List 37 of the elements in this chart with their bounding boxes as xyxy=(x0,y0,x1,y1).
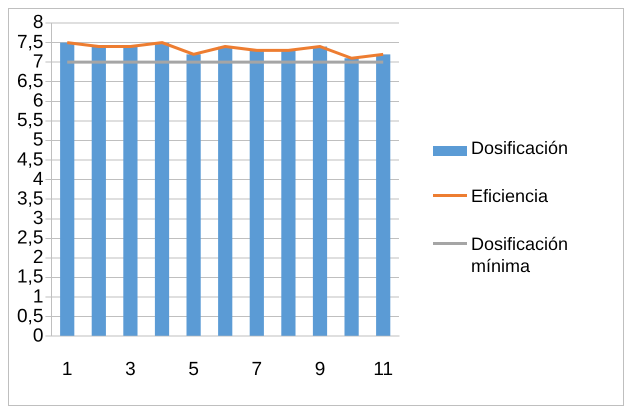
x-tick-label: 7 xyxy=(252,358,262,380)
bar xyxy=(186,54,201,336)
y-tick-label: 5 xyxy=(32,130,44,151)
legend-label: Dosificación mínima xyxy=(471,233,570,277)
bar xyxy=(344,58,359,336)
y-tick-label: 2,5 xyxy=(16,228,44,249)
bar xyxy=(376,54,390,336)
x-tick-label: 9 xyxy=(314,358,326,380)
y-tick-label: 6,5 xyxy=(16,70,44,92)
y-tick-label: 4 xyxy=(32,168,44,190)
x-tick-label: 5 xyxy=(188,358,199,380)
y-tick-label: 5,5 xyxy=(16,110,44,132)
bar xyxy=(123,46,138,336)
y-tick-label: 6 xyxy=(32,90,44,112)
y-tick-label: 7,5 xyxy=(16,32,44,53)
y-tick-label: 0 xyxy=(32,325,44,346)
y-tick-label: 2 xyxy=(32,247,44,268)
y-tick-label: 1 xyxy=(32,286,44,308)
legend-label: Eficiencia xyxy=(471,185,548,207)
y-tick-label: 4,5 xyxy=(16,149,44,170)
y-tick-label: 7 xyxy=(32,51,44,72)
y-tick-label: 1,5 xyxy=(16,266,44,288)
legend-label: Dosificación xyxy=(471,137,568,159)
x-tick-label: 3 xyxy=(125,358,136,380)
bar xyxy=(92,46,106,336)
y-tick-label: 8 xyxy=(32,12,44,34)
x-tick-label: 1 xyxy=(62,358,72,380)
y-tick-label: 0,5 xyxy=(16,306,44,327)
y-tick-label: 3,5 xyxy=(16,188,44,210)
x-tick-label: 11 xyxy=(373,358,394,380)
bar xyxy=(250,50,264,336)
bar xyxy=(218,46,232,336)
bar xyxy=(312,46,328,336)
bar xyxy=(281,50,296,336)
y-tick-label: 3 xyxy=(32,208,44,229)
bar xyxy=(60,42,74,336)
bar xyxy=(154,42,170,336)
